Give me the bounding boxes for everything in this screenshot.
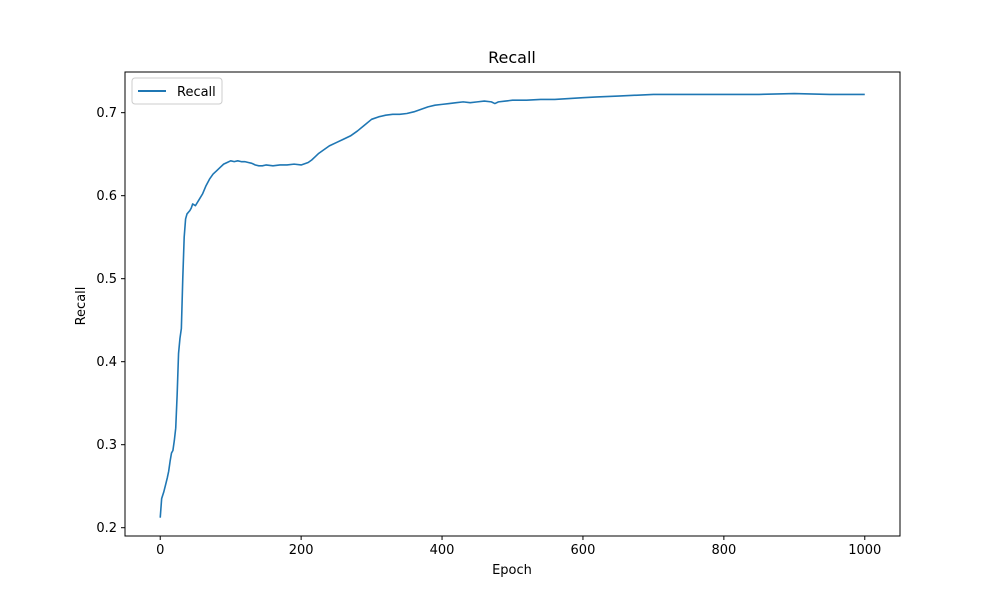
x-axis: 0 200 400 600 800 1000 bbox=[156, 536, 881, 558]
y-tick-label: 0.3 bbox=[96, 438, 117, 453]
y-tick-label: 0.7 bbox=[96, 106, 117, 121]
y-axis-title: Recall bbox=[74, 287, 89, 326]
x-tick-label: 800 bbox=[711, 543, 736, 558]
y-axis: 0.2 0.3 0.4 0.5 0.6 0.7 bbox=[96, 106, 125, 536]
y-tick-label: 0.6 bbox=[96, 189, 117, 204]
legend-box bbox=[131, 77, 223, 105]
legend: Recall bbox=[131, 77, 223, 105]
chart-title: Recall bbox=[488, 48, 536, 67]
x-tick-label: 1000 bbox=[848, 543, 881, 558]
x-axis-title: Epoch bbox=[492, 563, 532, 578]
plot-area bbox=[124, 71, 901, 537]
y-tick-label: 0.5 bbox=[96, 272, 117, 287]
x-tick-label: 400 bbox=[430, 543, 455, 558]
series-line-recall bbox=[159, 92, 865, 518]
x-tick-label: 0 bbox=[156, 543, 164, 558]
y-tick-label: 0.4 bbox=[96, 355, 117, 370]
legend-label: Recall bbox=[177, 85, 216, 100]
x-tick-label: 200 bbox=[289, 543, 314, 558]
plot-frame bbox=[124, 71, 901, 537]
y-tick-label: 0.2 bbox=[96, 521, 117, 536]
x-tick-label: 600 bbox=[571, 543, 596, 558]
